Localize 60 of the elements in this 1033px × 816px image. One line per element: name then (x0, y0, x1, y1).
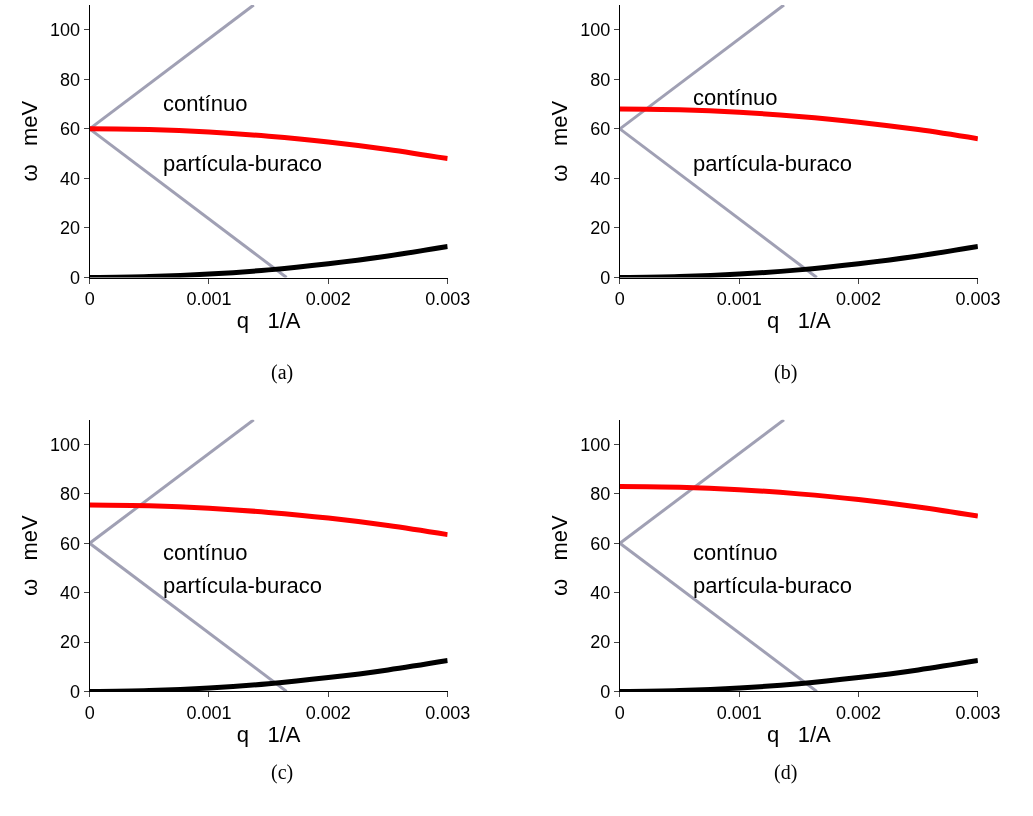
y-tick-label: 60 (590, 119, 611, 140)
x-axis-title: q 1/A (236, 308, 301, 334)
y-tick-label: 0 (70, 681, 81, 702)
y-tick-label: 100 (49, 434, 81, 455)
x-tick-label: 0 (84, 703, 95, 724)
y-tick-label: 60 (60, 119, 81, 140)
y-tick-label: 0 (70, 267, 81, 288)
y-axis-title: ω meV (16, 100, 42, 182)
y-tick-label: 80 (60, 69, 81, 90)
x-tick-label: 0 (84, 289, 95, 310)
x-tick-label: 0.003 (955, 289, 1001, 310)
annotation: partícula-buraco (693, 573, 852, 598)
y-tick-label: 100 (580, 20, 611, 41)
x-tick-label: 0.003 (425, 703, 471, 724)
x-axis-title: q 1/A (767, 308, 831, 334)
x-axis-title: q 1/A (236, 721, 301, 747)
y-axis-title: ω meV (16, 514, 42, 596)
x-tick-label: 0.002 (836, 703, 882, 724)
x-tick-label: 0.002 (305, 703, 351, 724)
annotation: contínuo (163, 91, 248, 116)
x-tick-label: 0.001 (186, 289, 232, 310)
x-tick-label: 0 (614, 289, 625, 310)
x-tick-label: 0.001 (716, 703, 762, 724)
y-tick-label: 40 (60, 582, 81, 603)
y-tick-label: 80 (60, 484, 81, 505)
y-tick-label: 0 (600, 267, 611, 288)
text: (b) (774, 361, 798, 384)
text: (d) (774, 761, 798, 784)
x-tick-label: 0.002 (836, 289, 882, 310)
y-tick-label: 20 (590, 632, 611, 653)
y-tick-label: 40 (60, 168, 81, 189)
annotation: partícula-buraco (163, 573, 322, 598)
x-tick-label: 0.002 (305, 289, 351, 310)
y-tick-label: 100 (49, 20, 81, 41)
annotation: contínuo (163, 540, 248, 565)
x-tick-label: 0 (614, 703, 625, 724)
y-axis-title: ω meV (547, 100, 573, 182)
y-tick-label: 20 (60, 632, 81, 653)
y-tick-label: 20 (590, 218, 611, 239)
text: (a) (271, 361, 294, 384)
y-tick-label: 60 (590, 533, 611, 554)
y-tick-label: 80 (590, 69, 611, 90)
x-tick-label: 0.001 (186, 703, 232, 724)
y-tick-label: 0 (600, 681, 611, 702)
x-axis-title: q 1/A (767, 721, 831, 747)
annotation: partícula-buraco (693, 151, 852, 176)
annotation: contínuo (693, 540, 778, 565)
y-tick-label: 60 (60, 533, 81, 554)
x-tick-label: 0.003 (955, 703, 1001, 724)
x-tick-label: 0.003 (425, 289, 471, 310)
y-axis-title: ω meV (547, 514, 573, 596)
y-tick-label: 80 (590, 484, 611, 505)
annotation: contínuo (693, 85, 778, 110)
annotation: partícula-buraco (163, 151, 322, 176)
text: (c) (271, 761, 294, 784)
y-tick-label: 100 (580, 434, 611, 455)
y-tick-label: 20 (60, 218, 81, 239)
y-tick-label: 40 (590, 168, 611, 189)
x-tick-label: 0.001 (716, 289, 762, 310)
y-tick-label: 40 (590, 582, 611, 603)
